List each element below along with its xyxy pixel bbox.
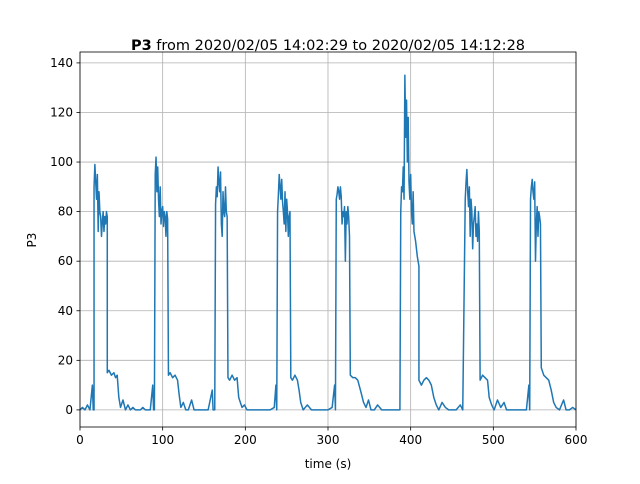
y-tick-label: 20 <box>58 353 73 367</box>
y-tick-label: 100 <box>50 155 73 169</box>
x-tick-label: 400 <box>399 433 422 447</box>
x-tick-label: 100 <box>151 433 174 447</box>
y-tick-label: 0 <box>65 403 73 417</box>
x-tick-label: 200 <box>234 433 257 447</box>
title-rest: from 2020/02/05 14:02:29 to 2020/02/05 1… <box>156 38 525 54</box>
y-tick-label: 120 <box>50 105 73 119</box>
y-axis-label: P3 <box>25 233 39 248</box>
x-axis-label: time (s) <box>305 457 352 471</box>
x-tick-label: 600 <box>565 433 588 447</box>
x-tick-label: 500 <box>482 433 505 447</box>
data-line <box>79 74 577 411</box>
x-tick-label: 300 <box>317 433 340 447</box>
y-tick-label: 60 <box>58 254 73 268</box>
y-tick-label: 140 <box>50 56 73 70</box>
y-tick-label: 80 <box>58 205 73 219</box>
y-tick-label: 40 <box>58 304 73 318</box>
chart-title: P3 from 2020/02/05 14:02:29 to 2020/02/0… <box>131 38 525 54</box>
title-name: P3 <box>131 38 152 54</box>
axes-frame <box>79 51 577 428</box>
x-tick-label: 0 <box>76 433 84 447</box>
